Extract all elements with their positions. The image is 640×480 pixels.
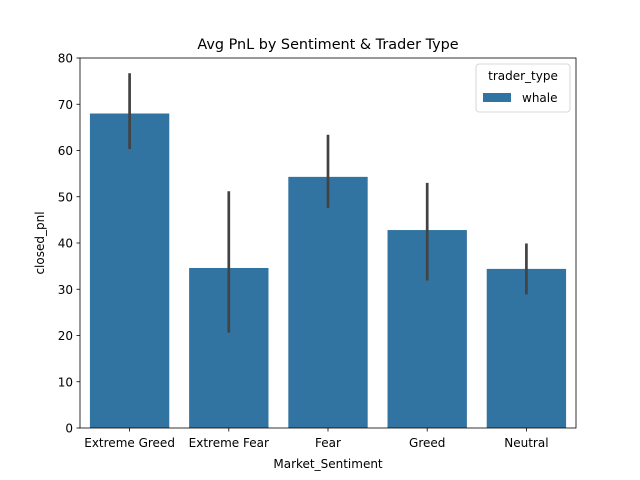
bar-neutral	[486, 268, 567, 428]
x-tick-label: Neutral	[504, 436, 548, 450]
x-tick-label: Greed	[409, 436, 445, 450]
y-tick-label: 10	[58, 375, 73, 389]
x-tick-label: Extreme Fear	[189, 436, 269, 450]
y-tick-label: 60	[58, 144, 73, 158]
y-tick-label: 70	[58, 98, 73, 112]
legend-label: whale	[522, 91, 558, 105]
y-axis: 0 10 20 30 40 50 60 70 80	[58, 52, 80, 436]
bar-extreme-greed	[89, 113, 170, 428]
y-tick-label: 50	[58, 190, 73, 204]
bar-fear	[288, 176, 368, 428]
legend: trader_type whale	[475, 63, 571, 113]
y-tick-label: 0	[65, 422, 73, 436]
y-tick-label: 20	[58, 329, 73, 343]
x-axis: Extreme Greed Extreme Fear Fear Greed Neutra…	[84, 428, 549, 450]
y-tick-label: 80	[58, 52, 73, 66]
legend-title: trader_type	[488, 69, 558, 83]
y-tick-label: 30	[58, 283, 73, 297]
x-tick-label: Extreme Greed	[84, 436, 175, 450]
error-bars-group	[128, 73, 528, 333]
plot-frame	[79, 57, 577, 429]
y-axis-label: closed_pnl	[33, 211, 47, 274]
legend-swatch	[483, 93, 511, 102]
y-tick-label: 40	[58, 237, 73, 251]
x-tick-label: Fear	[315, 436, 341, 450]
chart-title: Avg PnL by Sentiment & Trader Type	[197, 37, 458, 53]
x-axis-label: Market_Sentiment	[273, 457, 383, 471]
